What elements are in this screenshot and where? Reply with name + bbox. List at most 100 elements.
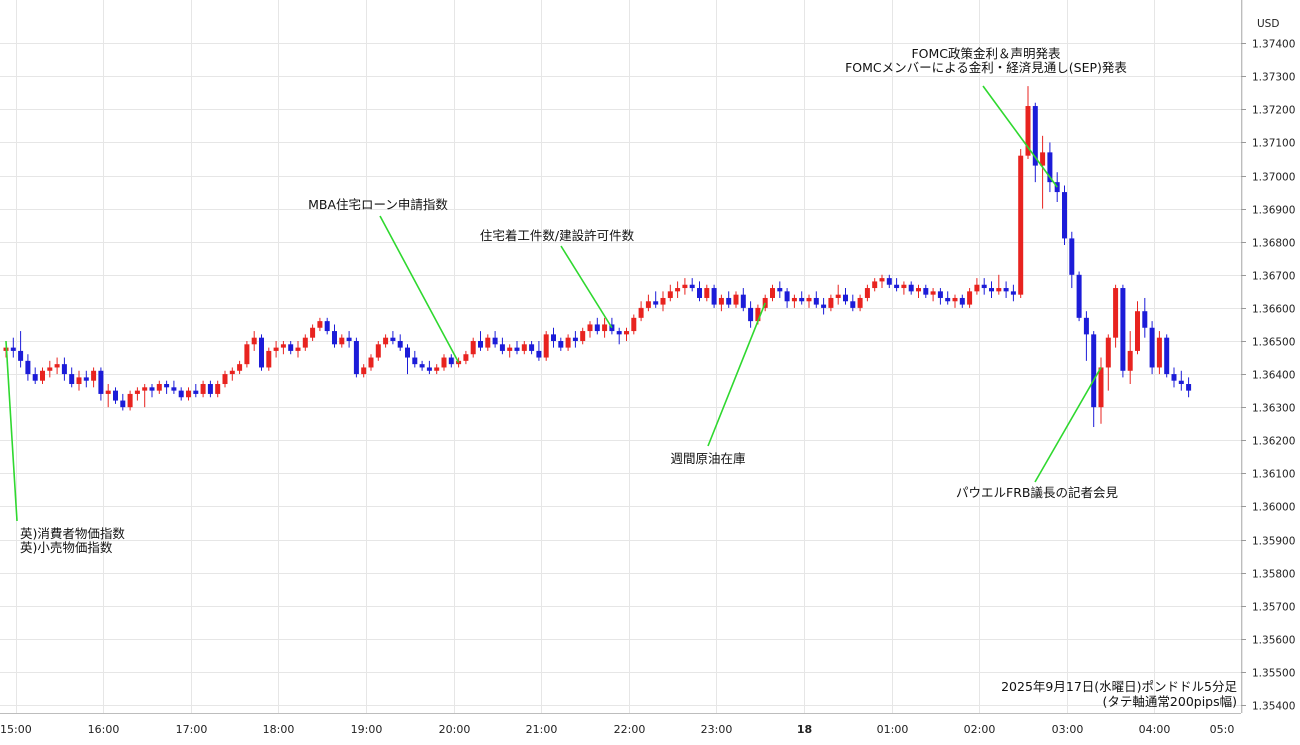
candle-body [339,337,345,345]
candle-body [536,350,542,358]
candle-body [770,288,775,298]
candle [543,331,549,361]
candle [901,281,907,295]
candle [981,278,987,295]
candle-body [1010,291,1016,295]
candle [383,334,389,348]
candle-body [412,357,418,365]
candle [616,327,622,345]
candle [229,367,235,381]
candle [580,327,586,345]
candle [375,340,381,361]
candle [441,354,447,371]
candle [134,387,140,401]
candle [923,284,929,298]
candle-body [886,278,892,285]
candle [558,337,564,351]
candle [346,331,352,348]
candle [164,380,170,394]
annotation-leader-line [5,340,18,522]
candle-body [718,297,724,305]
candle [989,281,994,298]
candle-body [1113,288,1119,338]
annotation-text: 週間原油在庫 [670,451,745,466]
candle-body [967,291,973,305]
y-tick-label: 1.35400 [1252,701,1295,713]
candle-body [120,400,126,408]
candle [1018,149,1024,298]
candle [244,340,250,368]
candle-body [565,337,571,348]
candle-body [54,364,60,368]
candle-body [558,340,564,348]
candle [660,291,666,312]
candle-body [901,284,907,289]
annotation-text: FOMC政策金利＆声明発表 [911,46,1061,61]
annotation-text: パウエルFRB議長の記者会見 [956,485,1118,500]
candle-body [302,337,308,348]
candle-body [755,307,761,322]
y-tick-label: 1.37000 [1252,172,1295,184]
candle [237,360,243,375]
candle-body [149,387,155,391]
candle [638,301,644,322]
candle-body [244,344,250,365]
candle [361,364,367,378]
candle [748,301,754,328]
y-tick-label: 1.36500 [1252,337,1295,349]
candle [536,340,542,361]
candle-body [667,291,673,298]
y-tick-label: 1.36800 [1252,238,1295,250]
candle [142,384,148,408]
candle-body [259,337,264,368]
y-tick-label: 1.36000 [1252,502,1295,514]
candle-body [441,357,447,368]
candle-body [740,294,746,308]
candle [273,340,279,358]
candle [98,367,104,401]
candle [91,367,97,388]
candle-body [1127,350,1133,371]
candle [492,331,498,348]
candle-body [872,281,878,289]
candle-body [317,321,323,328]
candle [1047,142,1053,193]
candle [602,317,608,338]
candle-body [485,337,491,348]
candle-body [653,301,659,305]
candle [631,314,637,335]
candle-body [616,331,622,335]
candle-body [448,357,454,365]
candle-body [1047,152,1053,183]
x-tick-label: 18:00 [263,723,295,736]
candle-body [806,297,812,302]
candle-body [974,284,980,292]
candle-body [324,321,330,332]
y-tick-label: 1.37400 [1252,39,1295,51]
candle-body [1098,367,1104,408]
candle [69,367,75,388]
candle [733,291,739,308]
annotation-leader-line [707,302,766,447]
candle-body [32,374,38,381]
candle [193,384,199,398]
candle [1178,370,1184,391]
candle [1032,102,1038,183]
candle-body [645,301,651,308]
candle-body [777,288,783,292]
annotation-leader-line [1034,367,1102,483]
x-tick-label: 03:00 [1052,723,1084,736]
candle-body [47,367,53,371]
candle-body [113,390,118,401]
y-tick-label: 1.37300 [1252,72,1295,84]
candle [1149,321,1155,375]
candle-body [624,331,629,335]
currency-unit-label: USD [1257,18,1279,30]
candle-body [514,347,520,351]
y-tick-label: 1.35900 [1252,536,1295,548]
candle-body [383,337,389,345]
candle-body [251,337,257,345]
candle [828,294,834,312]
x-tick-label: 22:00 [614,723,646,736]
